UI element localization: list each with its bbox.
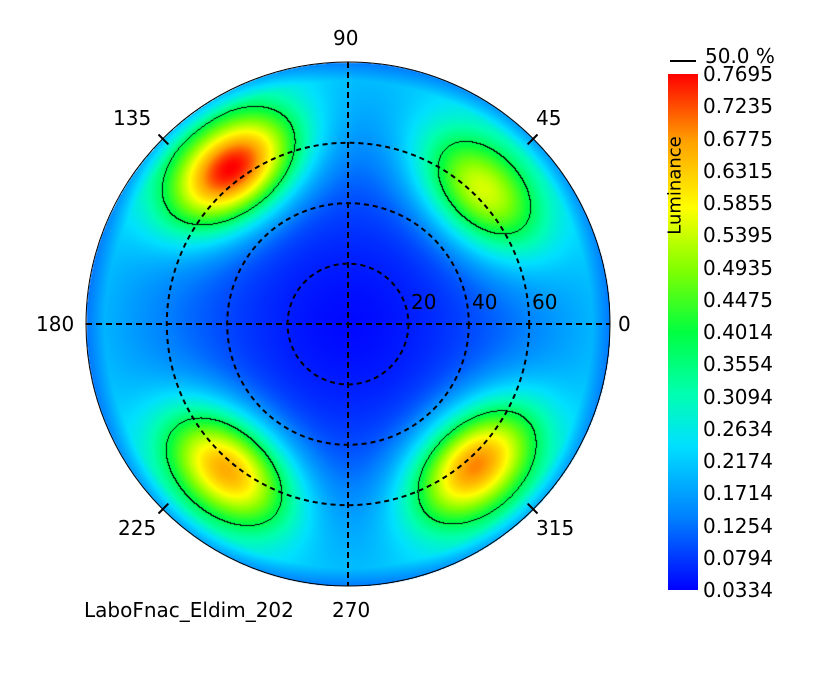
- azimuth-label-0: 0: [618, 312, 631, 336]
- azimuth-label-270: 270: [332, 598, 371, 622]
- contour-legend-line: [670, 60, 696, 62]
- radial-label-60: 60: [532, 290, 558, 314]
- colorbar-title: Luminance: [664, 136, 686, 235]
- colorbar-tick-label: 0.6315: [703, 158, 773, 183]
- colorbar-tick-label: 0.2634: [703, 416, 773, 441]
- azimuth-label-225: 225: [118, 516, 157, 540]
- radial-label-20: 20: [411, 290, 437, 314]
- colorbar-tick-label: 0.1254: [703, 513, 773, 538]
- colorbar-tick-label: 0.3554: [703, 352, 773, 377]
- contour-legend-label: 50.0 %: [705, 44, 775, 68]
- colorbar-tick-label: 0.2174: [703, 449, 773, 473]
- colorbar-tick-label: 0.6775: [703, 126, 773, 151]
- azimuth-tick-315: [526, 502, 539, 515]
- colorbar-tick-label: 0.5395: [703, 223, 773, 248]
- azimuth-tick-225: [157, 502, 170, 515]
- colorbar-tick-label: 0.3094: [703, 384, 773, 409]
- colorbar-tick-label: 0.7235: [703, 94, 773, 119]
- azimuth-tick-135: [157, 133, 170, 146]
- colorbar-tick-label: 0.1714: [703, 481, 773, 506]
- azimuth-label-90: 90: [333, 26, 359, 50]
- azimuth-label-45: 45: [536, 106, 562, 130]
- azimuth-label-135: 135: [113, 106, 152, 130]
- colorbar-tick-label: 0.4475: [703, 287, 773, 312]
- radial-label-40: 40: [472, 290, 498, 314]
- colorbar-tick-label: 0.4014: [703, 320, 773, 344]
- colorbar-tick-label: 0.4935: [703, 255, 773, 280]
- colorbar-tick-label: 0.0334: [703, 578, 773, 602]
- colorbar-tick-label: 0.5855: [703, 191, 773, 215]
- azimuth-label-315: 315: [536, 516, 575, 540]
- azimuth-label-180: 180: [36, 312, 75, 336]
- footer-label: LaboFnac_Eldim_202: [84, 598, 294, 622]
- azimuth-tick-45: [526, 133, 539, 146]
- colorbar-tick-label: 0.0794: [703, 545, 773, 570]
- colorbar-tick-label: 0.7695: [703, 62, 773, 86]
- colorbar: [668, 74, 698, 590]
